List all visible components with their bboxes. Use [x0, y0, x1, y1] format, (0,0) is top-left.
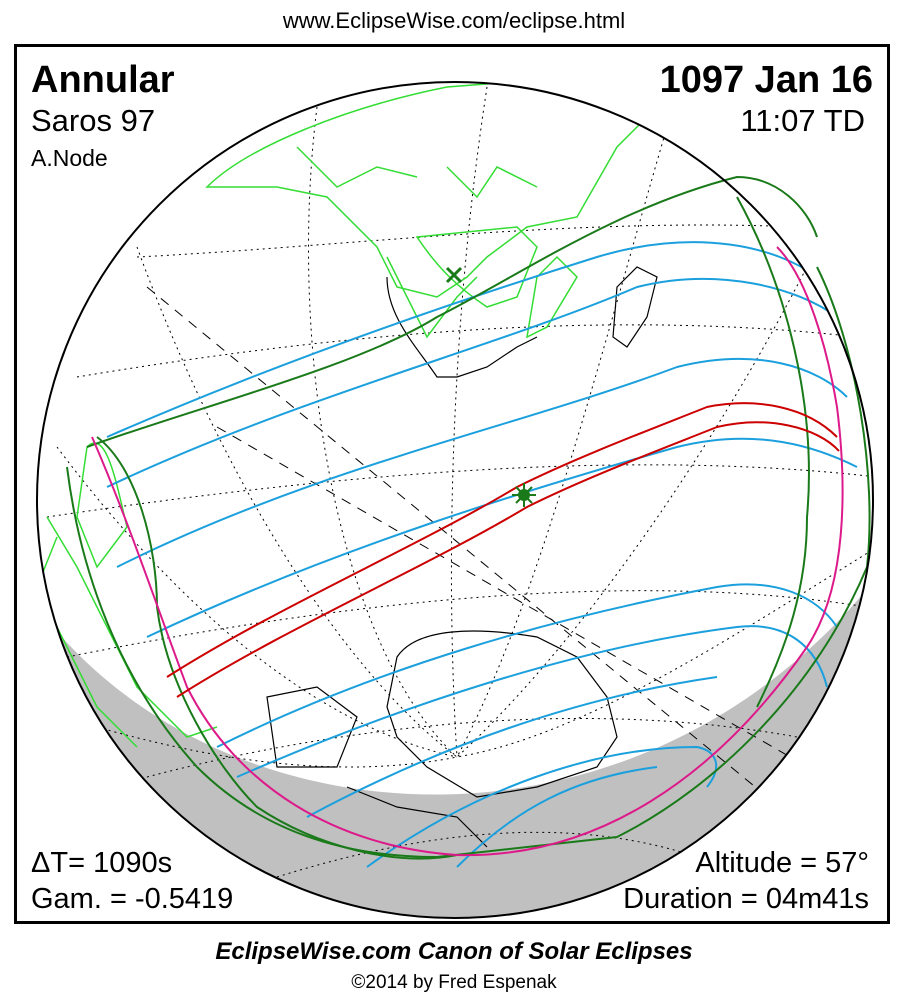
magnitude-curves [106, 241, 858, 868]
duration-value: Duration = 04m41s [623, 883, 869, 915]
rise-set-curve [91, 246, 844, 857]
source-url: www.EclipseWise.com/eclipse.html [282, 8, 626, 33]
axis-line [146, 286, 873, 888]
eclipse-type: Annular [31, 59, 175, 101]
eclipse-date: 1097 Jan 16 [659, 59, 873, 101]
saros-number: Saros 97 [31, 103, 156, 138]
altitude-value: Altitude = 57° [695, 847, 869, 879]
gamma-value: Gam. = -0.5419 [31, 883, 234, 915]
copyright: ©2014 by Fred Espenak [351, 972, 557, 993]
node-label: A.Node [31, 145, 108, 171]
graticule [46, 86, 873, 878]
eclipse-map-frame: Annular Saros 97 A.Node 1097 Jan 16 11:0… [14, 44, 890, 924]
globe-map [36, 81, 874, 919]
equator-line [216, 426, 873, 808]
night-shade [37, 577, 873, 918]
delta-t-value: ΔT= 1090s [31, 847, 173, 879]
globe [36, 81, 874, 919]
greatest-eclipse-star-icon [512, 483, 536, 507]
eclipse-time: 11:07 TD [740, 103, 865, 138]
sub-solar-point-x-icon [445, 266, 463, 284]
penumbral-limits [66, 175, 871, 860]
central-path [166, 402, 840, 698]
canon-title: EclipseWise.com Canon of Solar Eclipses [215, 938, 693, 965]
